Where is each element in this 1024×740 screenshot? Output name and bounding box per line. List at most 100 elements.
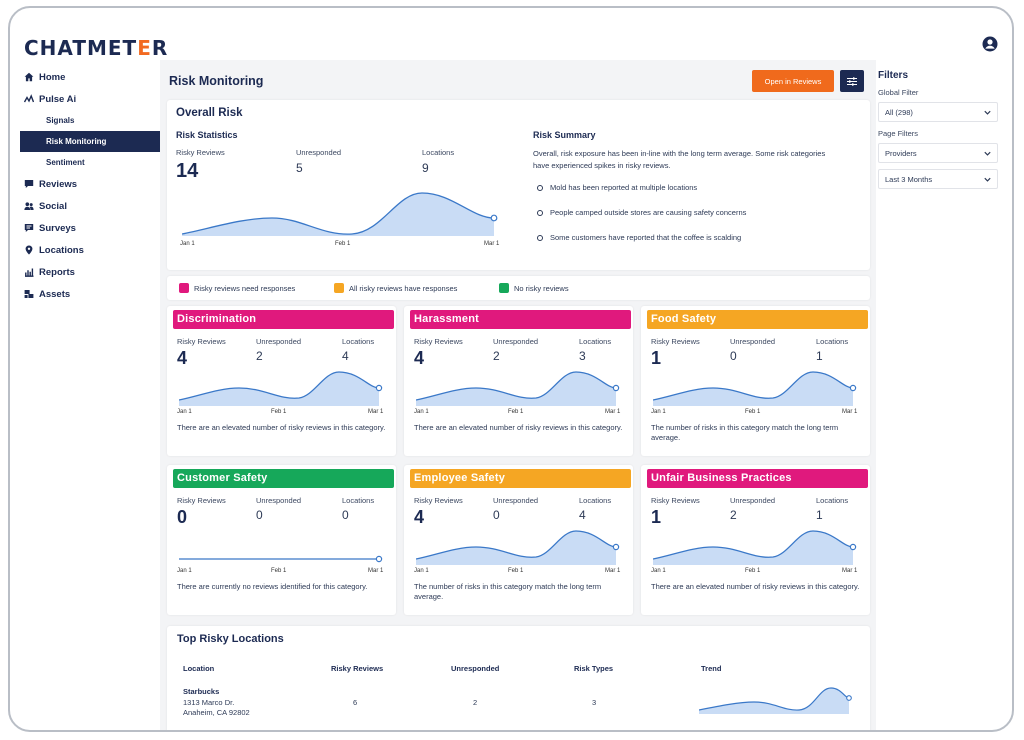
tick-label: Feb 1 xyxy=(508,568,524,574)
sidebar-item-label: Surveys xyxy=(39,222,76,234)
sidebar-item-sentiment[interactable]: Sentiment xyxy=(20,152,162,173)
sidebar-item-home[interactable]: Home xyxy=(20,66,162,88)
app-window: CHATMETER Home Pulse Ai Signals Risk Mon… xyxy=(8,6,1014,732)
surveys-icon xyxy=(24,224,34,232)
locations-label: Locations xyxy=(816,337,849,346)
category-title: Harassment xyxy=(410,310,631,329)
filter-settings-button[interactable] xyxy=(840,70,864,92)
chevron-down-icon xyxy=(984,151,991,156)
column-header: Trend xyxy=(701,664,722,673)
trend-sparkline xyxy=(699,687,852,714)
legend-item: All risky reviews have responses xyxy=(334,283,457,293)
sidebar-item-assets[interactable]: Assets xyxy=(20,283,162,305)
open-in-reviews-button[interactable]: Open in Reviews xyxy=(752,70,834,92)
unresponded-label: Unresponded xyxy=(730,337,776,346)
sidebar-item-signals[interactable]: Signals xyxy=(20,110,162,131)
assets-icon xyxy=(24,290,34,298)
tick-label: Mar 1 xyxy=(368,409,384,415)
tick-label: Feb 1 xyxy=(745,568,761,574)
locations-value: 3 xyxy=(579,349,586,363)
tick-label: Jan 1 xyxy=(651,409,666,415)
sidebar-item-reviews[interactable]: Reviews xyxy=(20,173,162,195)
legend-swatch xyxy=(334,283,344,293)
chatmeter-logo: CHATMETER xyxy=(24,36,169,60)
locations-label: Locations xyxy=(422,148,455,157)
locations-label: Locations xyxy=(342,337,375,346)
locations-label: Locations xyxy=(342,496,375,505)
legend-item: No risky reviews xyxy=(499,283,569,293)
sidebar-item-social[interactable]: Social xyxy=(20,195,162,217)
page-title: Risk Monitoring xyxy=(169,74,264,88)
legend-swatch xyxy=(499,283,509,293)
location-address: 1313 Marco Dr. xyxy=(183,698,235,707)
risky-reviews-label: Risky Reviews xyxy=(651,337,700,346)
overall-risk-title: Overall Risk xyxy=(176,107,243,119)
date-range-select[interactable]: Last 3 Months xyxy=(878,169,998,189)
sidebar-item-label: Reports xyxy=(39,266,75,278)
category-description: There are an elevated number of risky re… xyxy=(651,582,860,591)
column-header: Risky Reviews xyxy=(331,664,384,673)
sidebar-item-risk-monitoring[interactable]: Risk Monitoring xyxy=(20,131,162,152)
location-address: Anaheim, CA 92802 xyxy=(183,708,250,717)
providers-select[interactable]: Providers xyxy=(878,143,998,163)
tick-label: Feb 1 xyxy=(745,409,761,415)
category-card[interactable]: Unfair Business Practices Risky Reviews Un… xyxy=(641,465,870,615)
tick-label: Feb 1 xyxy=(508,409,524,415)
summary-bullet: Mold has been reported at multiple locat… xyxy=(537,183,697,192)
category-description: The number of risks in this category mat… xyxy=(414,582,602,601)
user-profile-icon[interactable] xyxy=(982,36,998,52)
column-header: Location xyxy=(183,664,215,673)
sidebar-item-label: Risk Monitoring xyxy=(46,137,107,146)
legend-item: Risky reviews need responses xyxy=(179,283,295,293)
sidebar-item-label: Signals xyxy=(46,116,75,125)
main-content: Risk Monitoring Open in Reviews Overall … xyxy=(160,60,876,730)
category-card[interactable]: Discrimination Risky Reviews Unresponded Lo… xyxy=(167,306,396,456)
category-trend-chart xyxy=(416,530,620,565)
category-card[interactable]: Customer Safety Risky Reviews Unresponded L… xyxy=(167,465,396,615)
category-description: There are an elevated number of risky re… xyxy=(414,423,623,432)
risky-reviews-value: 1 xyxy=(651,507,662,527)
tick-label: Jan 1 xyxy=(414,409,429,415)
sidebar-item-label: Sentiment xyxy=(46,158,85,167)
column-header: Unresponded xyxy=(451,664,500,673)
unresponded-value: 0 xyxy=(493,508,500,522)
risky-reviews-value: 4 xyxy=(414,348,425,368)
tick-label: Jan 1 xyxy=(180,241,195,247)
unresponded-value: 2 xyxy=(256,349,263,363)
risky-reviews-value: 1 xyxy=(651,348,662,368)
sidebar-item-reports[interactable]: Reports xyxy=(20,261,162,283)
risky-reviews-label: Risky Reviews xyxy=(651,496,700,505)
category-title: Customer Safety xyxy=(173,469,394,488)
locations-value: 9 xyxy=(422,161,429,175)
reports-icon xyxy=(25,268,34,277)
category-card[interactable]: Food Safety Risky Reviews Unresponded Locat… xyxy=(641,306,870,456)
locations-value: 1 xyxy=(816,349,823,363)
risky-reviews-label: Risky Reviews xyxy=(176,148,225,157)
summary-bullet: People camped outside stores are causing… xyxy=(537,208,746,217)
tick-label: Feb 1 xyxy=(271,568,287,574)
category-card[interactable]: Harassment Risky Reviews Unresponded Locati… xyxy=(404,306,633,456)
sidebar-item-locations[interactable]: Locations xyxy=(20,239,162,261)
unresponded-label: Unresponded xyxy=(730,496,776,505)
risky-reviews-label: Risky Reviews xyxy=(414,496,463,505)
location-pin-icon xyxy=(25,245,33,255)
location-name: Starbucks xyxy=(183,687,220,696)
global-filter-select[interactable]: All (298) xyxy=(878,102,998,122)
risk-summary-title: Risk Summary xyxy=(533,130,596,140)
chevron-down-icon xyxy=(984,110,991,115)
category-trend-chart xyxy=(179,555,383,563)
global-filter-label: Global Filter xyxy=(878,88,919,97)
unresponded-label: Unresponded xyxy=(256,496,302,505)
tick-label: Mar 1 xyxy=(368,568,384,574)
unresponded-value: 2 xyxy=(730,508,737,522)
unresponded-value: 0 xyxy=(730,349,737,363)
overall-risk-card: Overall Risk Risk Statistics Risky Revie… xyxy=(167,100,870,270)
column-header: Risk Types xyxy=(574,664,614,673)
category-description: The number of risks in this category mat… xyxy=(651,423,839,442)
status-legend: Risky reviews need responses All risky r… xyxy=(167,276,870,300)
category-title: Unfair Business Practices xyxy=(647,469,868,488)
category-title: Discrimination xyxy=(173,310,394,329)
sidebar-item-pulse-ai[interactable]: Pulse Ai xyxy=(20,88,162,110)
category-card[interactable]: Employee Safety Risky Reviews Unresponded L… xyxy=(404,465,633,615)
sidebar-item-surveys[interactable]: Surveys xyxy=(20,217,162,239)
